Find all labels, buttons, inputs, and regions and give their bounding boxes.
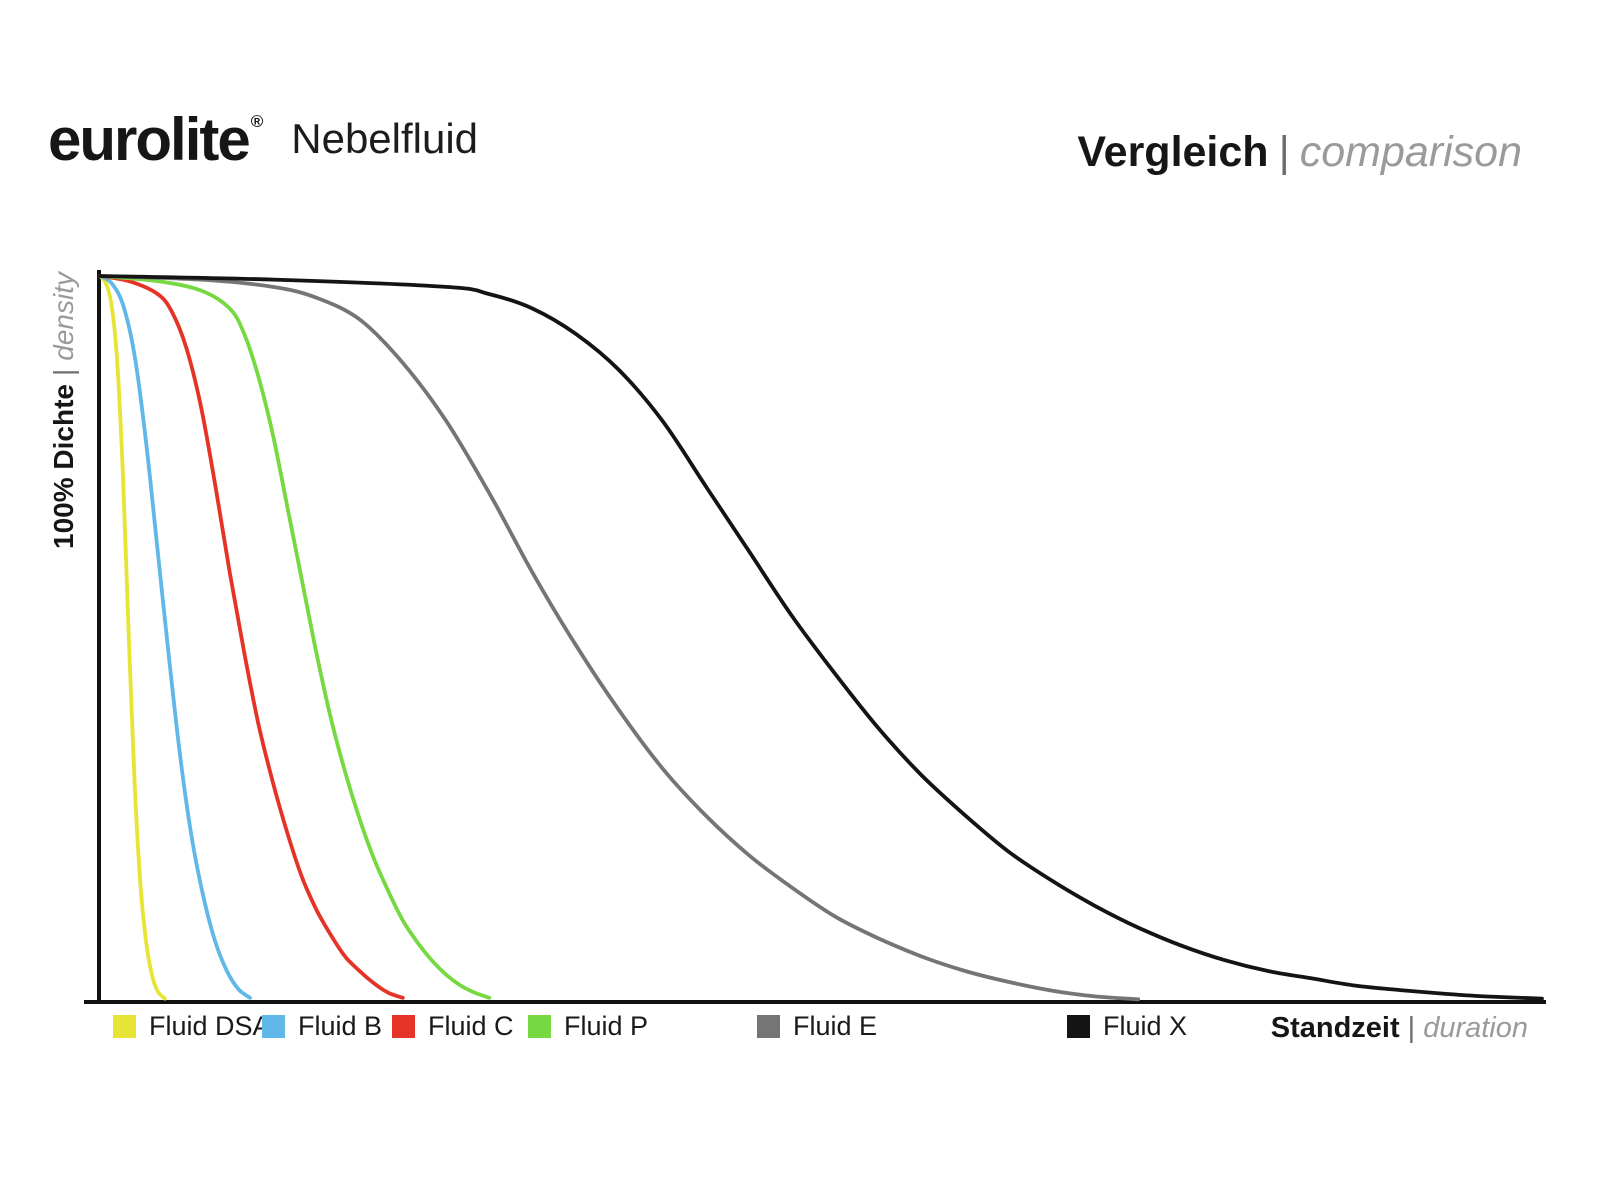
legend-item-fluid-p: Fluid P xyxy=(528,1011,648,1042)
x-axis-label-german: Standzeit xyxy=(1270,1012,1400,1044)
curve-fluid-dsa xyxy=(98,274,167,1001)
legend-label: Fluid P xyxy=(564,1011,649,1041)
x-axis-label-english: duration xyxy=(1423,1012,1528,1044)
legend-label: Fluid C xyxy=(428,1011,514,1041)
brand-logo: eurolite xyxy=(48,106,251,173)
y-axis-label: 100% Dichte | density xyxy=(48,272,80,549)
page-title: Vergleich | comparison xyxy=(1077,128,1522,177)
legend-swatch xyxy=(392,1015,415,1038)
curve-fluid-e xyxy=(98,274,1141,1002)
legend-swatch xyxy=(262,1015,285,1038)
legend-label: Fluid B xyxy=(298,1011,383,1041)
legend-label: Fluid X xyxy=(1103,1011,1188,1041)
x-axis-label: Standzeit | duration xyxy=(1271,1012,1528,1045)
y-axis-label-german: 100% Dichte xyxy=(48,384,79,549)
title-german: Vergleich xyxy=(1077,128,1269,176)
density-curves-chart xyxy=(98,274,1544,1002)
curve-fluid-c xyxy=(98,274,405,1000)
legend-swatch xyxy=(528,1015,551,1038)
curve-fluid-b xyxy=(98,274,252,1000)
legend-item-fluid-dsa: Fluid DSA xyxy=(113,1011,271,1042)
legend-item-fluid-b: Fluid B xyxy=(262,1011,382,1042)
legend-item-fluid-e: Fluid E xyxy=(757,1011,877,1042)
title-english: comparison xyxy=(1299,128,1522,176)
x-axis-label-separator: | xyxy=(1407,1012,1416,1044)
legend-swatch xyxy=(1067,1015,1090,1038)
chart-legend: Fluid DSA Fluid B Fluid C Fluid P Fluid E Flu… xyxy=(0,1011,1600,1043)
legend-label: Fluid DSA xyxy=(149,1011,271,1041)
y-axis-line xyxy=(97,270,101,1004)
legend-swatch xyxy=(113,1015,136,1038)
product-name: Nebelfluid xyxy=(291,115,479,162)
legend-item-fluid-c: Fluid C xyxy=(392,1011,514,1042)
header: eurolite ® Nebelfluid xyxy=(48,110,478,170)
legend-label: Fluid E xyxy=(793,1011,878,1041)
registered-trademark-icon: ® xyxy=(250,112,264,131)
legend-swatch xyxy=(757,1015,780,1038)
x-axis-line xyxy=(84,1000,1546,1004)
legend-item-fluid-x: Fluid X xyxy=(1067,1011,1187,1042)
title-separator: | xyxy=(1278,128,1290,176)
y-axis-label-english: density xyxy=(48,272,79,361)
y-axis-label-separator: | xyxy=(48,368,79,376)
curve-fluid-x xyxy=(98,274,1544,1001)
curve-fluid-p xyxy=(98,274,492,1000)
